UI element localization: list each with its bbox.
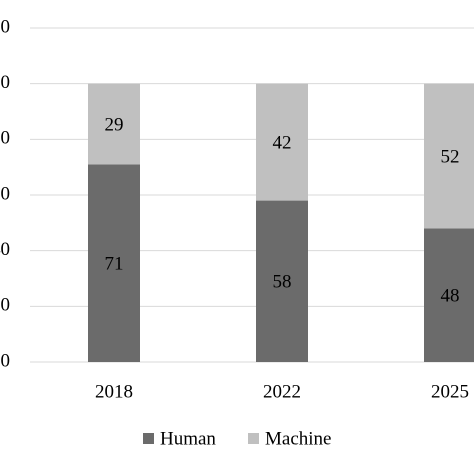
y-tick-label: 20: [0, 295, 10, 316]
bar-segment: [88, 83, 140, 165]
x-tick-label: 2025: [431, 381, 469, 402]
x-tick-label: 2022: [263, 381, 301, 402]
data-label: 71: [105, 254, 124, 275]
y-tick-label: 60: [0, 183, 10, 204]
x-tick-label: 2018: [95, 381, 133, 402]
y-tick-label: 40: [0, 239, 10, 260]
data-label: 52: [441, 146, 460, 167]
legend-swatch: [248, 433, 259, 444]
bar-segment: [256, 200, 308, 362]
y-tick-label: 120: [0, 16, 10, 37]
data-label: 48: [441, 286, 460, 307]
bar-segment: [88, 164, 140, 362]
legend-swatch: [143, 433, 154, 444]
data-label: 58: [273, 272, 292, 293]
y-tick-label: 0: [1, 350, 11, 371]
data-label: 29: [105, 114, 124, 135]
bar-segment: [256, 83, 308, 201]
legend-label: Human: [160, 428, 216, 449]
data-label: 42: [273, 132, 292, 153]
bar-segment: [424, 83, 474, 229]
y-tick-label: 80: [0, 128, 10, 149]
bar-segment: [424, 228, 474, 362]
y-tick-label: 100: [0, 72, 10, 93]
legend-label: Machine: [265, 428, 331, 449]
